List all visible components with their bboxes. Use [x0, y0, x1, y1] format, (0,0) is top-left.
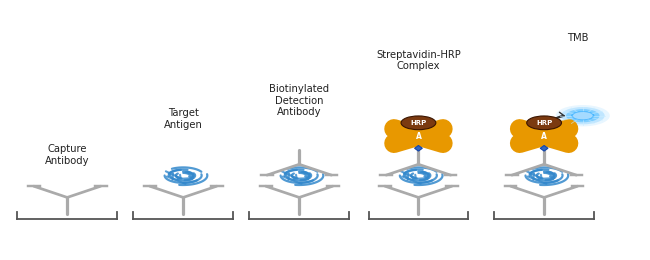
Text: Target
Antigen: Target Antigen — [164, 108, 203, 130]
Text: Biotinylated
Detection
Antibody: Biotinylated Detection Antibody — [269, 84, 330, 117]
Text: TMB: TMB — [567, 34, 588, 43]
Text: A: A — [541, 132, 547, 141]
Text: Capture
Antibody: Capture Antibody — [45, 144, 90, 166]
Polygon shape — [415, 146, 422, 151]
Circle shape — [573, 112, 593, 120]
Circle shape — [571, 111, 594, 120]
Text: A: A — [415, 132, 421, 141]
Circle shape — [526, 116, 562, 130]
Circle shape — [561, 107, 605, 124]
Circle shape — [401, 116, 436, 130]
Polygon shape — [540, 146, 548, 151]
Text: Streptavidin-HRP
Complex: Streptavidin-HRP Complex — [376, 50, 461, 72]
Circle shape — [566, 109, 599, 122]
Circle shape — [556, 105, 610, 126]
Text: HRP: HRP — [536, 120, 552, 126]
Text: HRP: HRP — [410, 120, 426, 126]
